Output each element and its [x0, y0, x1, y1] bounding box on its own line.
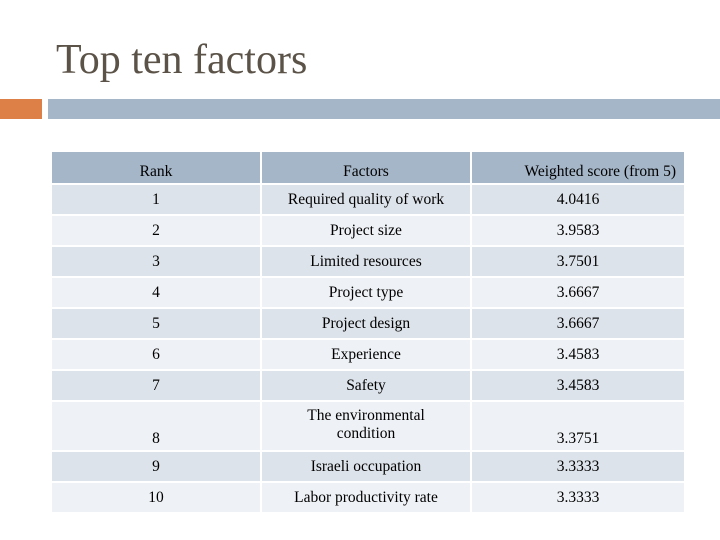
factor-cell: Required quality of work	[262, 185, 472, 216]
table-row: 3 Limited resources 3.7501	[52, 247, 684, 278]
factor-cell: Israeli occupation	[262, 452, 472, 483]
table-row: 7 Safety 3.4583	[52, 371, 684, 402]
table-row: 6 Experience 3.4583	[52, 340, 684, 371]
rank-cell: 1	[52, 185, 262, 216]
table-row: 9 Israeli occupation 3.3333	[52, 452, 684, 483]
rank-cell: 5	[52, 309, 262, 340]
factor-cell: Project size	[262, 216, 472, 247]
factor-cell: Project type	[262, 278, 472, 309]
rank-cell: 4	[52, 278, 262, 309]
table-row: 2 Project size 3.9583	[52, 216, 684, 247]
rank-cell: 2	[52, 216, 262, 247]
factor-cell: Limited resources	[262, 247, 472, 278]
slide-title: Top ten factors	[56, 37, 308, 83]
score-cell: 3.7501	[472, 247, 684, 278]
table-row: 1 Required quality of work 4.0416	[52, 185, 684, 216]
factor-cell: Safety	[262, 371, 472, 402]
rank-cell: 8	[52, 402, 262, 452]
rank-cell: 9	[52, 452, 262, 483]
header-factors: Factors	[262, 152, 472, 185]
factor-cell: Labor productivity rate	[262, 483, 472, 514]
factors-table: Rank Factors Weighted score (from 5) 1 R…	[52, 152, 684, 514]
factor-cell: The environmental condition	[262, 402, 472, 452]
factor-cell: Project design	[262, 309, 472, 340]
header-rank: Rank	[52, 152, 262, 185]
accent-bar	[48, 99, 720, 119]
rank-cell: 6	[52, 340, 262, 371]
score-cell: 3.6667	[472, 278, 684, 309]
score-cell: 3.3333	[472, 452, 684, 483]
rank-cell: 3	[52, 247, 262, 278]
score-cell: 3.6667	[472, 309, 684, 340]
factor-cell: Experience	[262, 340, 472, 371]
score-cell: 3.4583	[472, 371, 684, 402]
table-row: 10 Labor productivity rate 3.3333	[52, 483, 684, 514]
table-row: 8 The environmental condition 3.3751	[52, 402, 684, 452]
rank-cell: 7	[52, 371, 262, 402]
accent-square	[0, 99, 42, 119]
rank-cell: 10	[52, 483, 262, 514]
score-cell: 3.9583	[472, 216, 684, 247]
header-weighted-score: Weighted score (from 5)	[472, 152, 684, 185]
score-cell: 4.0416	[472, 185, 684, 216]
factor-line: condition	[336, 425, 396, 442]
table-row: 5 Project design 3.6667	[52, 309, 684, 340]
factor-line: The environmental	[307, 407, 425, 424]
score-cell: 3.3333	[472, 483, 684, 514]
table-row: 4 Project type 3.6667	[52, 278, 684, 309]
score-cell: 3.3751	[472, 402, 684, 452]
score-cell: 3.4583	[472, 340, 684, 371]
table-header-row: Rank Factors Weighted score (from 5)	[52, 152, 684, 185]
